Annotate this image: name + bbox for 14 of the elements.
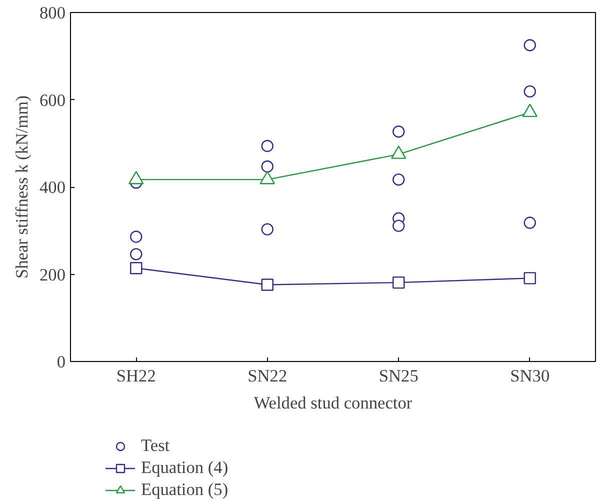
x-axis-title: Welded stud connector: [254, 394, 412, 412]
y-tick-label: 600: [40, 90, 66, 110]
legend-label: Equation (5): [141, 480, 228, 500]
legend-label: Test: [141, 436, 170, 456]
y-axis-title: Shear stiffness k (kN/mm): [12, 95, 32, 279]
y-tick-label: 200: [40, 265, 66, 284]
legend-label: Equation (4): [141, 458, 228, 478]
x-tick-label: SH22: [116, 366, 156, 386]
x-tick-label: SN22: [248, 366, 288, 386]
y-tick-label: 800: [40, 4, 66, 22]
x-tick-label: SN25: [378, 366, 418, 386]
y-tick-label: 0: [56, 352, 66, 372]
x-tick-label: SN30: [510, 366, 550, 386]
y-tick-label: 400: [40, 178, 66, 197]
